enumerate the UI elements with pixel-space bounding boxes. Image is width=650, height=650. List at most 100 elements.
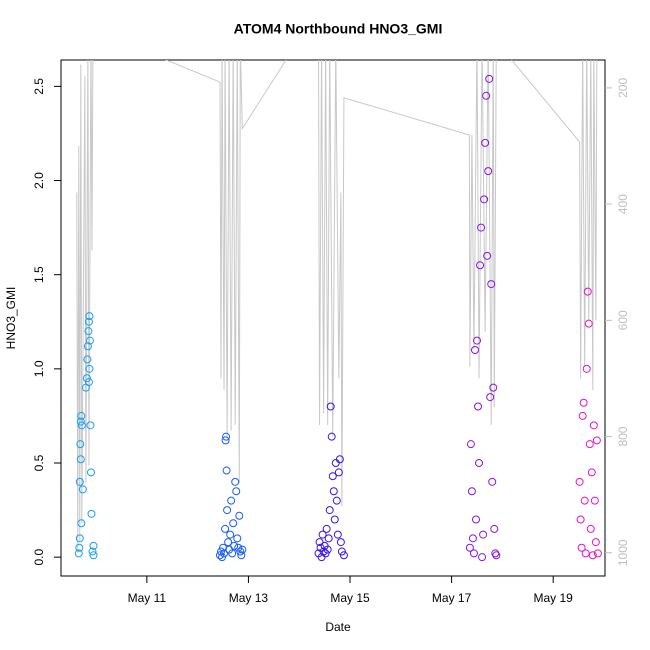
data-point	[77, 519, 86, 528]
data-point	[234, 543, 243, 552]
data-point	[233, 534, 242, 543]
data-point	[483, 251, 492, 260]
data-point	[576, 515, 585, 524]
y-axis-label: HNO3_GMI	[4, 287, 18, 350]
data-point	[324, 534, 333, 543]
data-point	[585, 440, 594, 449]
data-point	[589, 421, 598, 430]
data-point	[482, 91, 491, 100]
data-point	[237, 551, 246, 560]
data-point	[575, 477, 584, 486]
data-point	[86, 468, 95, 477]
data-point	[328, 472, 337, 481]
data-point	[221, 524, 230, 533]
data-point	[591, 538, 600, 547]
y-tick-label: 1.0	[32, 360, 46, 377]
data-point	[480, 195, 489, 204]
data-point	[230, 541, 239, 550]
y-tick-label: 2.5	[32, 78, 46, 95]
data-point	[335, 455, 344, 464]
data-point	[593, 549, 602, 558]
data-point	[77, 411, 86, 420]
data-point	[84, 317, 93, 326]
data-point	[84, 327, 93, 336]
data-point	[83, 355, 92, 364]
data-point	[465, 543, 474, 552]
data-point	[238, 545, 247, 554]
data-point	[77, 421, 86, 430]
data-point	[491, 549, 500, 558]
data-point	[582, 364, 591, 373]
data-point	[578, 411, 587, 420]
data-point	[231, 477, 240, 486]
data-point	[236, 547, 245, 556]
plot-area	[74, 60, 602, 562]
data-point	[474, 402, 483, 411]
data-point	[215, 551, 224, 560]
data-point	[581, 549, 590, 558]
y2-tick-label: 600	[616, 310, 630, 330]
data-point	[590, 496, 599, 505]
data-point	[471, 515, 480, 524]
y-tick-label: 0.5	[32, 454, 46, 471]
data-point	[227, 496, 236, 505]
data-point	[331, 459, 340, 468]
chart-title: ATOM4 Northbound HNO3_GMI	[234, 21, 443, 37]
x-tick-label: May 15	[330, 591, 370, 605]
data-point	[321, 549, 330, 558]
data-point	[490, 524, 499, 533]
data-point	[74, 549, 83, 558]
y2-tick-label: 1000	[616, 539, 630, 566]
data-point	[477, 223, 486, 232]
data-point	[87, 509, 96, 518]
data-point	[85, 336, 94, 345]
data-point	[222, 466, 231, 475]
y-tick-label: 0.0	[32, 549, 46, 566]
data-point	[333, 530, 342, 539]
data-point	[481, 138, 490, 147]
data-point	[218, 553, 227, 562]
data-point	[75, 543, 84, 552]
data-point	[475, 459, 484, 468]
data-point	[468, 534, 477, 543]
data-point	[76, 440, 85, 449]
data-point	[492, 551, 501, 560]
data-point	[469, 549, 478, 558]
data-point	[339, 551, 348, 560]
data-point	[332, 496, 341, 505]
data-point	[479, 530, 488, 539]
data-point	[577, 543, 586, 552]
data-point	[329, 487, 338, 496]
data-point	[221, 436, 230, 445]
data-point	[476, 261, 485, 270]
y-tick-label: 2.0	[32, 172, 46, 189]
data-point	[484, 167, 493, 176]
x-tick-label: May 13	[229, 591, 269, 605]
data-point	[323, 545, 332, 554]
data-point	[82, 374, 91, 383]
data-point	[315, 538, 324, 547]
data-point	[336, 538, 345, 547]
pressure-line	[76, 60, 598, 553]
data-point	[467, 487, 476, 496]
data-point	[85, 312, 94, 321]
x-tick-label: May 19	[534, 591, 574, 605]
data-point	[85, 364, 94, 373]
data-point	[226, 530, 235, 539]
data-point	[76, 417, 85, 426]
data-point	[86, 421, 95, 430]
y-tick-label: 1.5	[32, 266, 46, 283]
data-point	[486, 393, 495, 402]
data-point	[224, 538, 233, 547]
data-point	[586, 524, 595, 533]
x-tick-label: May 17	[432, 591, 472, 605]
data-point	[325, 506, 334, 515]
data-point	[76, 455, 85, 464]
data-point	[220, 549, 229, 558]
y2-tick-label: 800	[616, 426, 630, 446]
data-point	[222, 432, 231, 441]
data-point	[489, 383, 498, 392]
plot-frame	[60, 59, 606, 577]
data-point	[584, 319, 593, 328]
